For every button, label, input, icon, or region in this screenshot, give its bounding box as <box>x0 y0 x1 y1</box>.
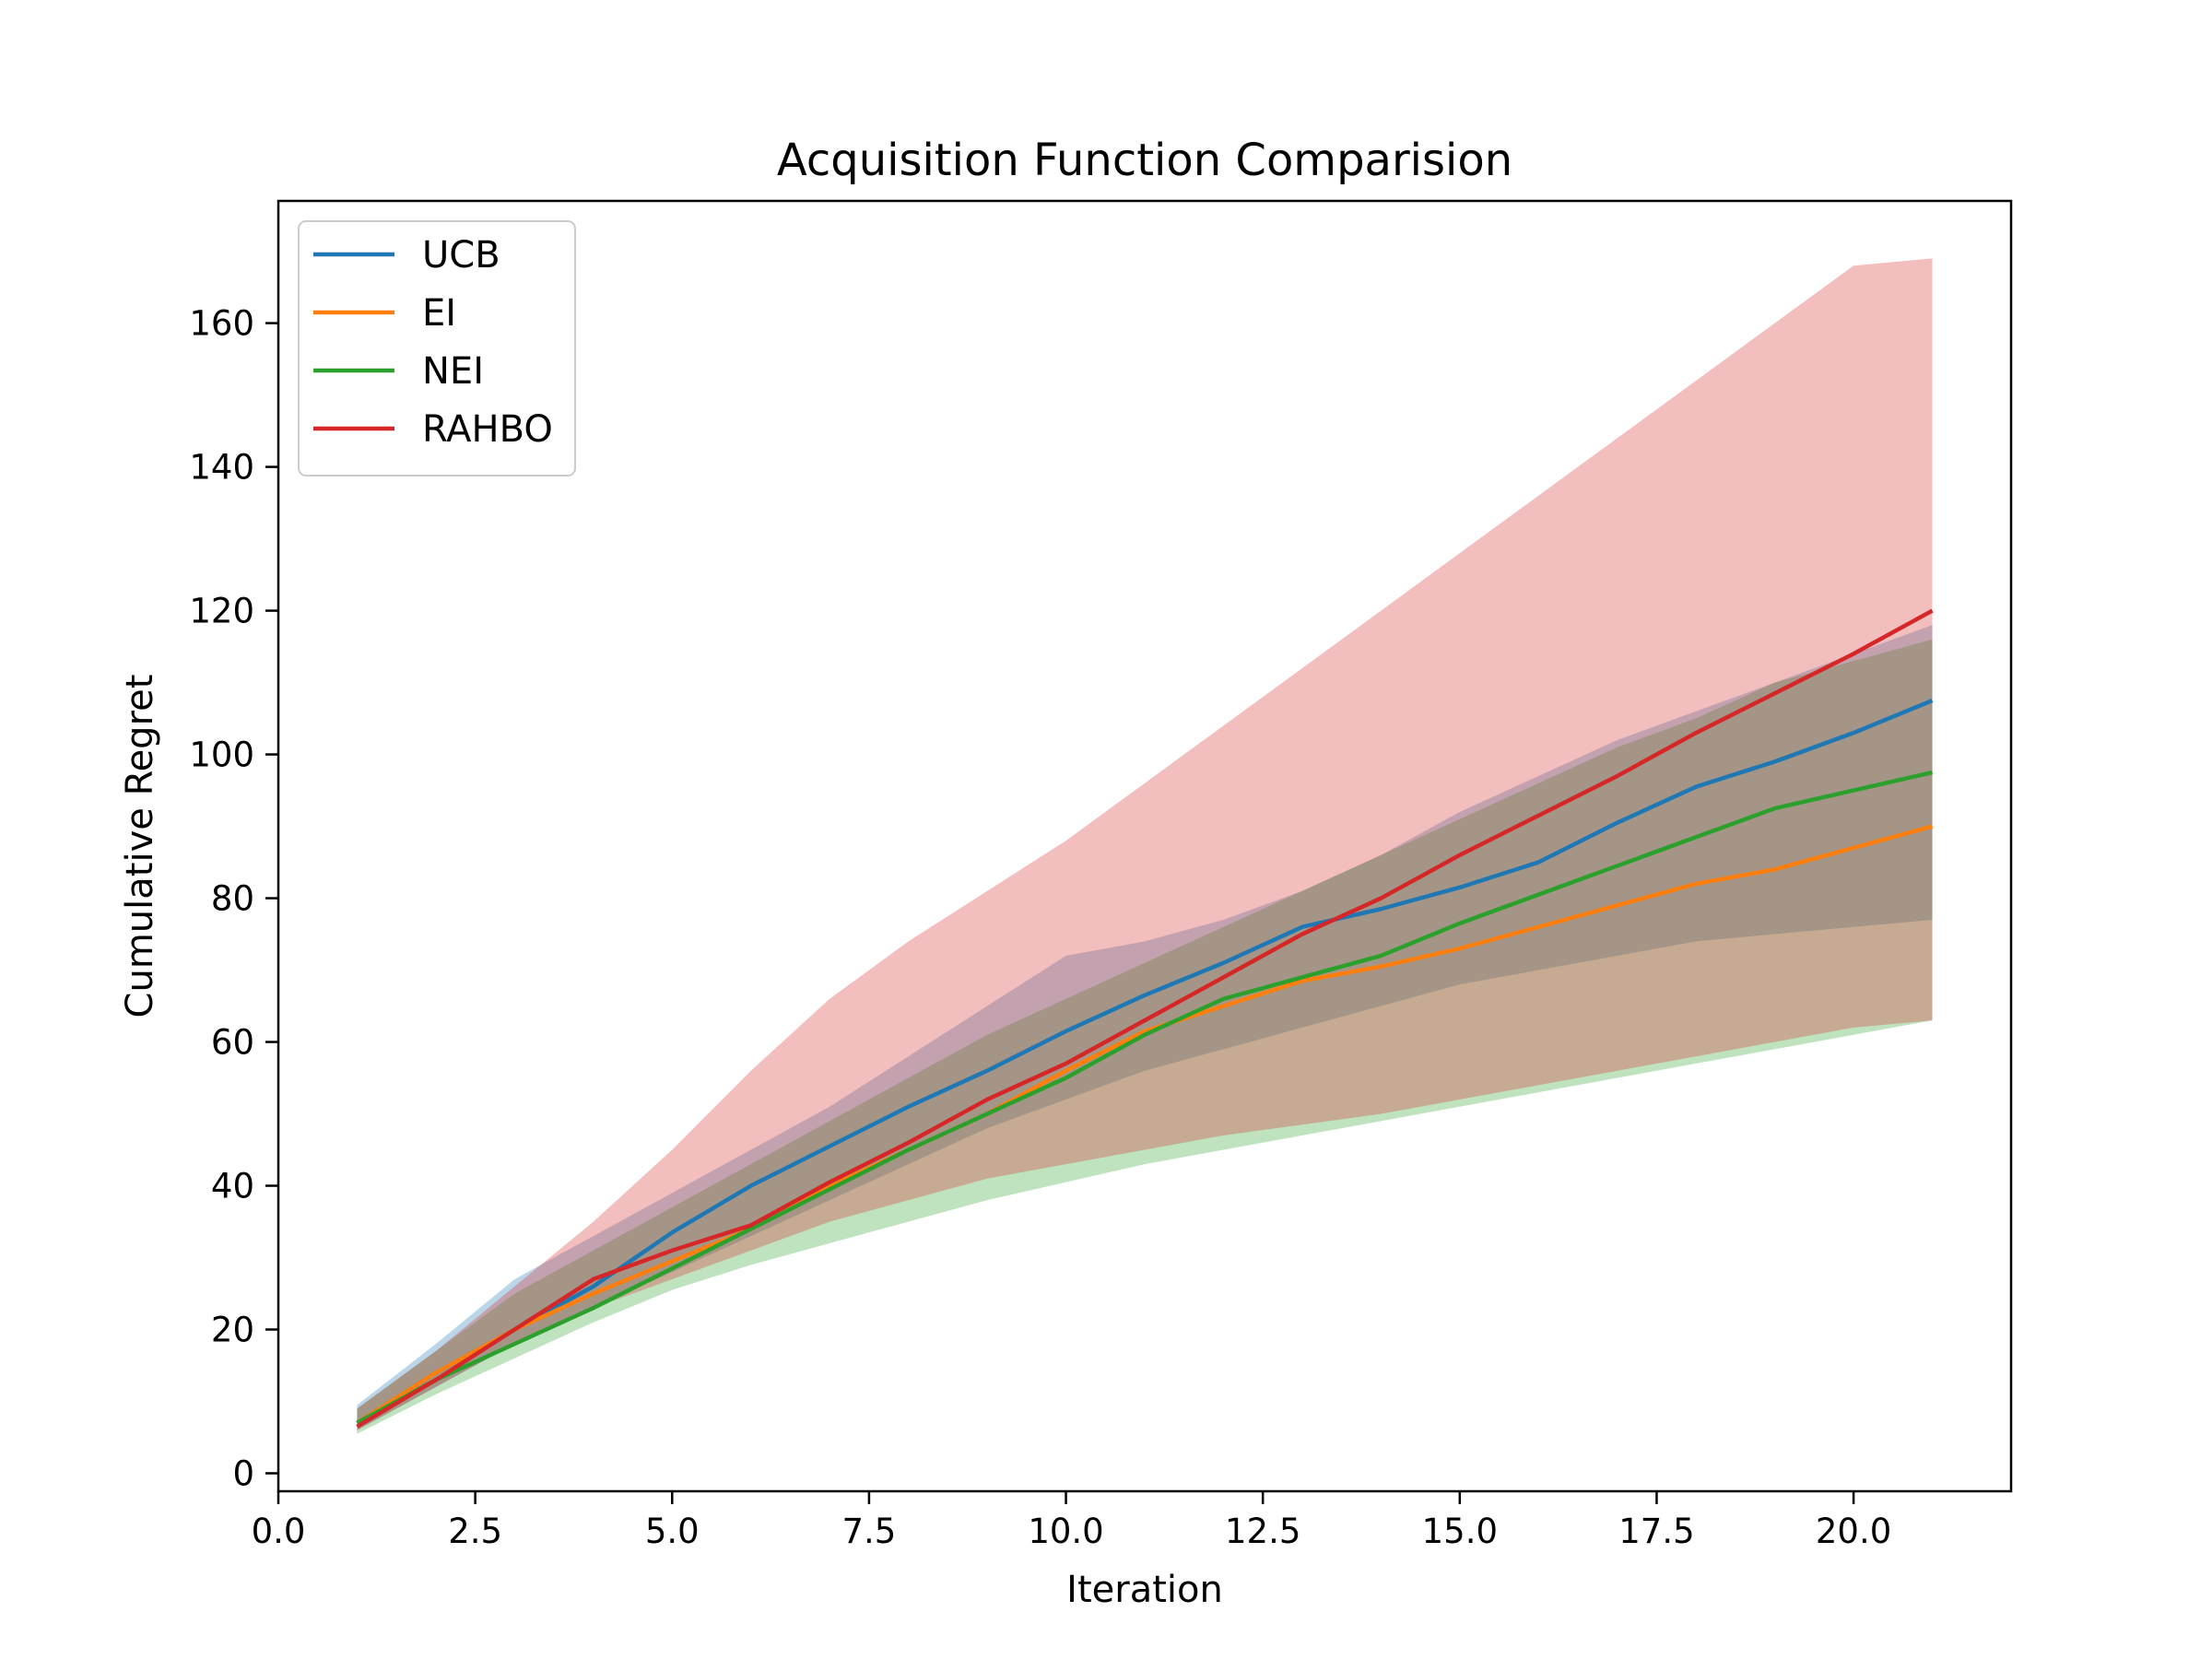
plot-frame <box>276 199 2013 1493</box>
y-tick-label: 0 <box>232 1454 254 1494</box>
y-tick-label: 80 <box>211 879 254 919</box>
y-tick-label: 100 <box>189 735 254 775</box>
y-tick-label: 40 <box>211 1167 254 1206</box>
x-axis-label: Iteration <box>1066 1569 1223 1611</box>
legend-label: RAHBO <box>422 408 553 451</box>
legend-label: UCB <box>422 234 500 276</box>
legend-item-ucb: UCB <box>313 234 500 276</box>
legend-box <box>298 220 576 477</box>
y-tick-label: 120 <box>189 592 254 631</box>
legend: UCB EI NEI RAHBO <box>298 220 576 477</box>
y-axis-label: Cumulative Regret <box>119 675 161 1018</box>
x-axis-ticks: 0.0 2.5 5.0 7.5 10.0 12.5 15.0 17.5 20.0 <box>252 1491 1891 1551</box>
legend-item-rahbo: RAHBO <box>313 408 553 451</box>
x-tick-label: 2.5 <box>448 1512 502 1551</box>
ei-line <box>356 824 1934 1425</box>
y-tick-label: 60 <box>211 1023 254 1063</box>
x-tick-label: 5.0 <box>645 1512 700 1551</box>
y-tick-label: 160 <box>189 304 254 344</box>
y-tick-label: 20 <box>211 1311 254 1350</box>
rahbo-line <box>356 608 1934 1429</box>
x-tick-label: 0.0 <box>252 1512 306 1551</box>
x-tick-label: 17.5 <box>1618 1512 1694 1551</box>
x-tick-label: 10.0 <box>1028 1512 1103 1551</box>
x-tick-label: 20.0 <box>1816 1512 1891 1551</box>
x-tick-label: 7.5 <box>841 1512 896 1551</box>
rahbo-confidence-band <box>357 258 1933 1430</box>
legend-label: EI <box>422 292 456 335</box>
series-lines <box>356 608 1934 1429</box>
x-tick-label: 12.5 <box>1225 1512 1300 1551</box>
x-tick-label: 15.0 <box>1422 1512 1498 1551</box>
y-axis-ticks: 0 20 40 60 80 100 120 140 160 <box>189 304 278 1494</box>
legend-label: NEI <box>422 350 484 393</box>
chart-title: Acquisition Function Comparision <box>777 135 1512 186</box>
legend-item-ei: EI <box>313 292 456 335</box>
legend-item-nei: NEI <box>313 350 484 393</box>
y-tick-label: 140 <box>189 448 254 488</box>
nei-line <box>356 770 1934 1425</box>
